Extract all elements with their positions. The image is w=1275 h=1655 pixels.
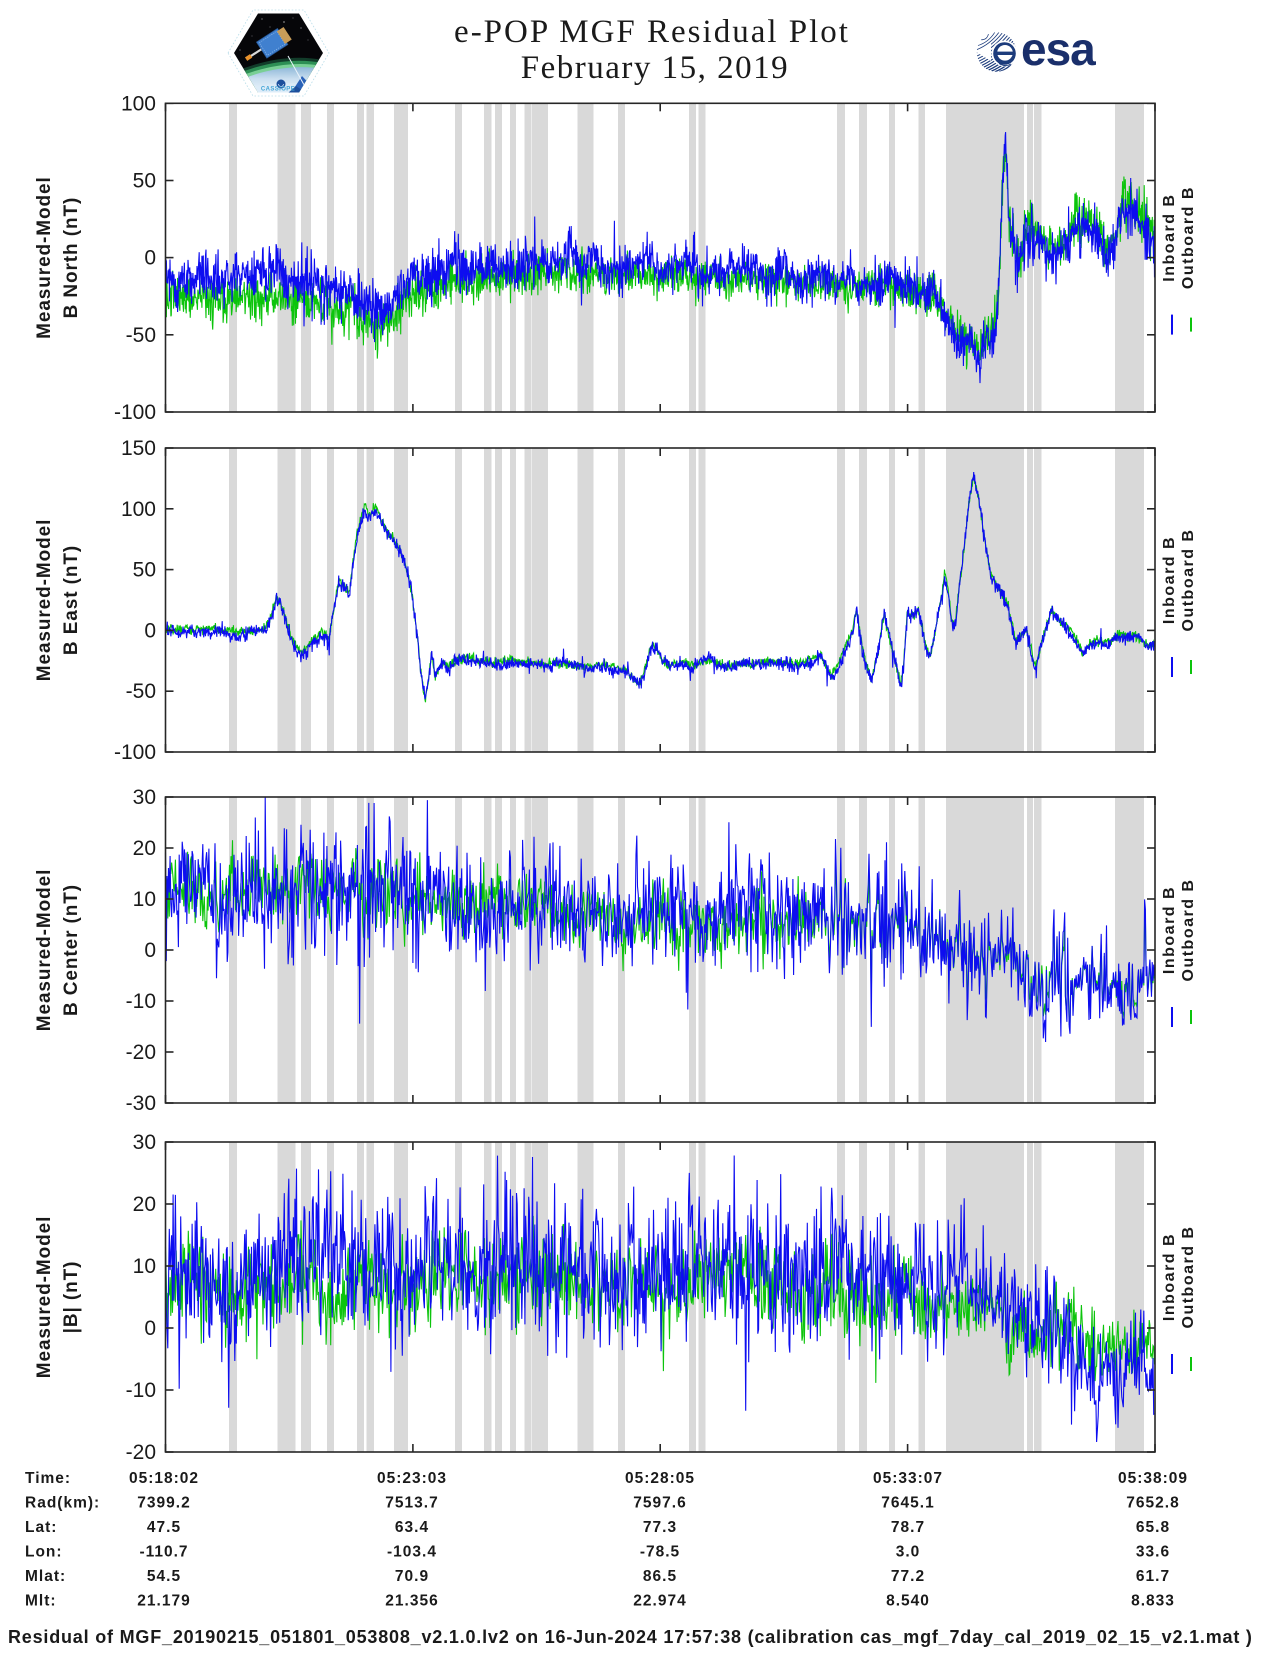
svg-text:B Center (nT): B Center (nT)	[61, 884, 82, 1016]
svg-text:Outboard B: Outboard B	[1180, 529, 1197, 632]
svg-text:20: 20	[133, 837, 156, 860]
svg-text:|B| (nT): |B| (nT)	[61, 1261, 82, 1334]
svg-text:0: 0	[144, 619, 156, 642]
svg-text:-10: -10	[126, 990, 156, 1013]
svg-text:B North (nT): B North (nT)	[61, 197, 82, 319]
svg-text:-50: -50	[126, 680, 156, 703]
svg-text:Mlt:: Mlt:	[25, 1593, 57, 1610]
svg-text:-100: -100	[114, 741, 156, 764]
svg-text:-100: -100	[114, 401, 156, 424]
svg-text:Mlat:: Mlat:	[25, 1568, 66, 1585]
svg-text:30: 30	[133, 1131, 156, 1154]
svg-text:05:38:09: 05:38:09	[1118, 1470, 1188, 1487]
svg-text:-10: -10	[126, 1379, 156, 1402]
svg-text:22.974: 22.974	[633, 1593, 686, 1610]
svg-text:86.5: 86.5	[643, 1568, 677, 1585]
svg-text:50: 50	[133, 170, 156, 193]
svg-text:70.9: 70.9	[395, 1568, 429, 1585]
svg-text:05:28:05: 05:28:05	[625, 1470, 695, 1487]
svg-text:7645.1: 7645.1	[881, 1495, 934, 1512]
svg-text:Outboard B: Outboard B	[1180, 879, 1197, 982]
svg-text:8.540: 8.540	[886, 1593, 930, 1610]
svg-text:Time:: Time:	[25, 1470, 71, 1487]
svg-text:0: 0	[144, 939, 156, 962]
svg-text:61.7: 61.7	[1136, 1568, 1170, 1585]
svg-text:77.2: 77.2	[891, 1568, 925, 1585]
svg-text:February 15, 2019: February 15, 2019	[521, 50, 789, 86]
svg-text:Lat:: Lat:	[25, 1519, 57, 1536]
svg-text:-20: -20	[126, 1441, 156, 1464]
svg-text:-30: -30	[126, 1092, 156, 1115]
svg-text:Outboard B: Outboard B	[1180, 186, 1197, 289]
svg-text:47.5: 47.5	[147, 1519, 181, 1536]
svg-text:65.8: 65.8	[1136, 1519, 1170, 1536]
svg-text:33.6: 33.6	[1136, 1544, 1170, 1561]
svg-text:7652.8: 7652.8	[1126, 1495, 1179, 1512]
svg-text:7399.2: 7399.2	[137, 1495, 190, 1512]
svg-text:Measured-Model: Measured-Model	[34, 176, 55, 339]
svg-text:100: 100	[121, 498, 156, 521]
svg-text:3.0: 3.0	[896, 1544, 921, 1561]
svg-text:0: 0	[144, 247, 156, 270]
svg-text:Outboard B: Outboard B	[1180, 1226, 1197, 1329]
svg-text:0: 0	[144, 1317, 156, 1340]
svg-text:Measured-Model: Measured-Model	[34, 1216, 55, 1379]
svg-text:B East (nT): B East (nT)	[61, 545, 82, 655]
svg-text:20: 20	[133, 1193, 156, 1216]
svg-text:54.5: 54.5	[147, 1568, 181, 1585]
svg-text:Inboard B: Inboard B	[1161, 1233, 1178, 1321]
svg-text:Inboard B: Inboard B	[1161, 886, 1178, 974]
svg-text:Measured-Model: Measured-Model	[34, 519, 55, 682]
svg-text:21.356: 21.356	[385, 1593, 438, 1610]
svg-text:-110.7: -110.7	[139, 1544, 188, 1561]
svg-text:e-POP MGF Residual Plot: e-POP MGF Residual Plot	[454, 14, 850, 50]
svg-text:Inboard B: Inboard B	[1161, 536, 1178, 624]
svg-text:Lon:: Lon:	[25, 1544, 63, 1561]
svg-text:78.7: 78.7	[891, 1519, 925, 1536]
svg-text:05:33:07: 05:33:07	[873, 1470, 943, 1487]
svg-text:7597.6: 7597.6	[633, 1495, 686, 1512]
svg-text:Measured-Model: Measured-Model	[34, 869, 55, 1032]
svg-text:-78.5: -78.5	[640, 1544, 680, 1561]
svg-text:8.833: 8.833	[1131, 1593, 1175, 1610]
svg-text:Rad(km):: Rad(km):	[25, 1495, 100, 1512]
svg-text:05:18:02: 05:18:02	[129, 1470, 199, 1487]
svg-text:150: 150	[121, 437, 156, 460]
svg-text:100: 100	[121, 92, 156, 115]
svg-text:30: 30	[133, 786, 156, 809]
svg-text:Residual of MGF_20190215_05180: Residual of MGF_20190215_051801_053808_v…	[8, 1627, 1253, 1647]
svg-text:63.4: 63.4	[395, 1519, 429, 1536]
svg-text:21.179: 21.179	[137, 1593, 190, 1610]
svg-text:Inboard B: Inboard B	[1161, 194, 1178, 282]
svg-text:esa: esa	[1021, 23, 1096, 75]
svg-text:50: 50	[133, 559, 156, 582]
svg-text:77.3: 77.3	[643, 1519, 677, 1536]
svg-text:CASSIOPE: CASSIOPE	[261, 87, 295, 93]
svg-text:-50: -50	[126, 324, 156, 347]
svg-text:7513.7: 7513.7	[385, 1495, 438, 1512]
svg-text:10: 10	[133, 888, 156, 911]
svg-text:05:23:03: 05:23:03	[377, 1470, 447, 1487]
svg-text:-103.4: -103.4	[387, 1544, 437, 1561]
svg-text:10: 10	[133, 1255, 156, 1278]
svg-text:-20: -20	[126, 1041, 156, 1064]
